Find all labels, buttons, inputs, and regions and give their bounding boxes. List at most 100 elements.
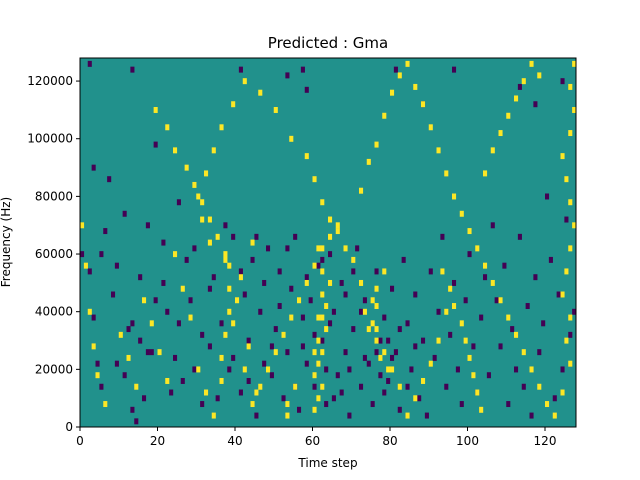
heatmap-cell-low <box>107 176 112 183</box>
heatmap-cell-low <box>285 349 290 356</box>
heatmap-cell-high <box>149 320 154 327</box>
heatmap-cell-low <box>219 320 224 327</box>
x-tick-label: 20 <box>150 434 165 448</box>
heatmap-cell-high <box>514 331 519 338</box>
heatmap-cell-high <box>289 314 294 321</box>
heatmap-cell-high <box>258 383 263 390</box>
heatmap-cell-low <box>444 383 449 390</box>
heatmap-cell-low <box>277 268 282 275</box>
heatmap-cell-low <box>176 320 181 327</box>
heatmap-cell-high <box>568 83 573 90</box>
heatmap-cell-low <box>351 326 356 333</box>
heatmap-cell-high <box>196 193 201 200</box>
heatmap-cell-low <box>331 395 336 402</box>
heatmap-cell-low <box>413 343 418 350</box>
heatmap-cell-high <box>165 124 170 131</box>
heatmap-cell-high <box>285 401 290 408</box>
y-tick-label: 0 <box>65 420 73 434</box>
heatmap-cell-high <box>134 383 139 390</box>
heatmap-cell-low <box>401 256 406 263</box>
y-axis: 0 20000 40000 60000 80000 100000 120000 <box>27 74 80 434</box>
heatmap-cell-high <box>521 349 526 356</box>
heatmap-cell-low <box>95 360 100 367</box>
heatmap-cell-low <box>153 141 158 148</box>
heatmap-cell-high <box>231 101 236 108</box>
heatmap-cell-high <box>204 170 209 177</box>
heatmap-cell-high <box>335 222 340 229</box>
heatmap-cell-high <box>126 354 131 361</box>
heatmap-cell-low <box>343 349 348 356</box>
heatmap-cell-high <box>374 285 379 292</box>
heatmap-cell-high <box>483 262 488 269</box>
heatmap-cell-high <box>184 164 189 171</box>
heatmap-cell-low <box>366 360 371 367</box>
heatmap-cell-low <box>262 360 267 367</box>
heatmap-cell-low <box>552 395 557 402</box>
heatmap-cell-low <box>99 251 104 258</box>
heatmap-cell-low <box>486 372 491 379</box>
heatmap-cell-low <box>103 228 108 235</box>
heatmap-cell-high <box>343 245 348 252</box>
heatmap-cell-high <box>568 199 573 206</box>
heatmap-cell-high <box>312 349 317 356</box>
heatmap-cell-low <box>207 285 212 292</box>
heatmap-cell-low <box>560 366 565 373</box>
heatmap-cell-low <box>440 233 445 240</box>
heatmap-cell-high <box>254 389 259 396</box>
heatmap-cell-high <box>142 297 147 304</box>
heatmap-cell-low <box>378 337 383 344</box>
heatmap-cell-high <box>293 383 298 390</box>
heatmap-cell-low <box>192 366 197 373</box>
heatmap-cell-low <box>273 326 278 333</box>
heatmap-cell-high <box>219 124 224 131</box>
heatmap-cell-high <box>362 308 367 315</box>
heatmap-cell-low <box>215 395 220 402</box>
heatmap-cell-low <box>405 383 410 390</box>
heatmap-cell-low <box>289 285 294 292</box>
heatmap-cell-low <box>246 337 251 344</box>
heatmap-cell-low <box>428 268 433 275</box>
heatmap-cell-low <box>316 262 321 269</box>
heatmap-cell-low <box>99 383 104 390</box>
heatmap-cell-low <box>122 210 127 217</box>
heatmap-cell-high <box>273 349 278 356</box>
heatmap-cell-high <box>366 158 371 165</box>
heatmap-cell-high <box>405 60 410 67</box>
heatmap-cell-high <box>440 268 445 275</box>
heatmap-cell-low <box>417 395 422 402</box>
heatmap-cell-low <box>545 193 550 200</box>
heatmap-cell-high <box>324 326 329 333</box>
heatmap-cell-low <box>262 279 267 286</box>
heatmap-cell-high <box>227 285 232 292</box>
heatmap-cell-high <box>475 245 480 252</box>
heatmap-cell-high <box>153 107 158 113</box>
heatmap-cell-low <box>324 401 329 408</box>
heatmap-cell-low <box>231 233 236 240</box>
heatmap-cell-high <box>328 216 333 223</box>
heatmap-cell-high <box>200 199 205 206</box>
heatmap-cell-high <box>421 377 426 384</box>
heatmap-cell-high <box>413 395 418 402</box>
heatmap-cell-high <box>564 337 569 344</box>
heatmap-cell-high <box>568 314 573 321</box>
heatmap-cell-high <box>351 256 356 263</box>
heatmap-cell-low <box>343 291 348 298</box>
heatmap-cell-high <box>219 377 224 384</box>
heatmap-cell-high <box>572 60 577 67</box>
heatmap-cell-low <box>130 320 135 327</box>
heatmap-cell-low <box>269 372 274 379</box>
heatmap-cell-low <box>521 383 526 390</box>
heatmap-cell-high <box>180 285 185 292</box>
heatmap-cell-low <box>324 366 329 373</box>
heatmap-cell-high <box>328 233 333 240</box>
heatmap-cell-high <box>80 222 85 229</box>
heatmap-cell-low <box>494 297 499 304</box>
heatmap-cell-low <box>300 314 305 321</box>
heatmap-cell-high <box>227 308 232 315</box>
x-tick-label: 80 <box>382 434 397 448</box>
heatmap-cell-high <box>297 297 302 304</box>
heatmap-cell-low <box>269 343 274 350</box>
heatmap-cell-high <box>370 297 375 304</box>
heatmap-cell-low <box>134 418 139 425</box>
heatmap-cell-low <box>413 291 418 298</box>
